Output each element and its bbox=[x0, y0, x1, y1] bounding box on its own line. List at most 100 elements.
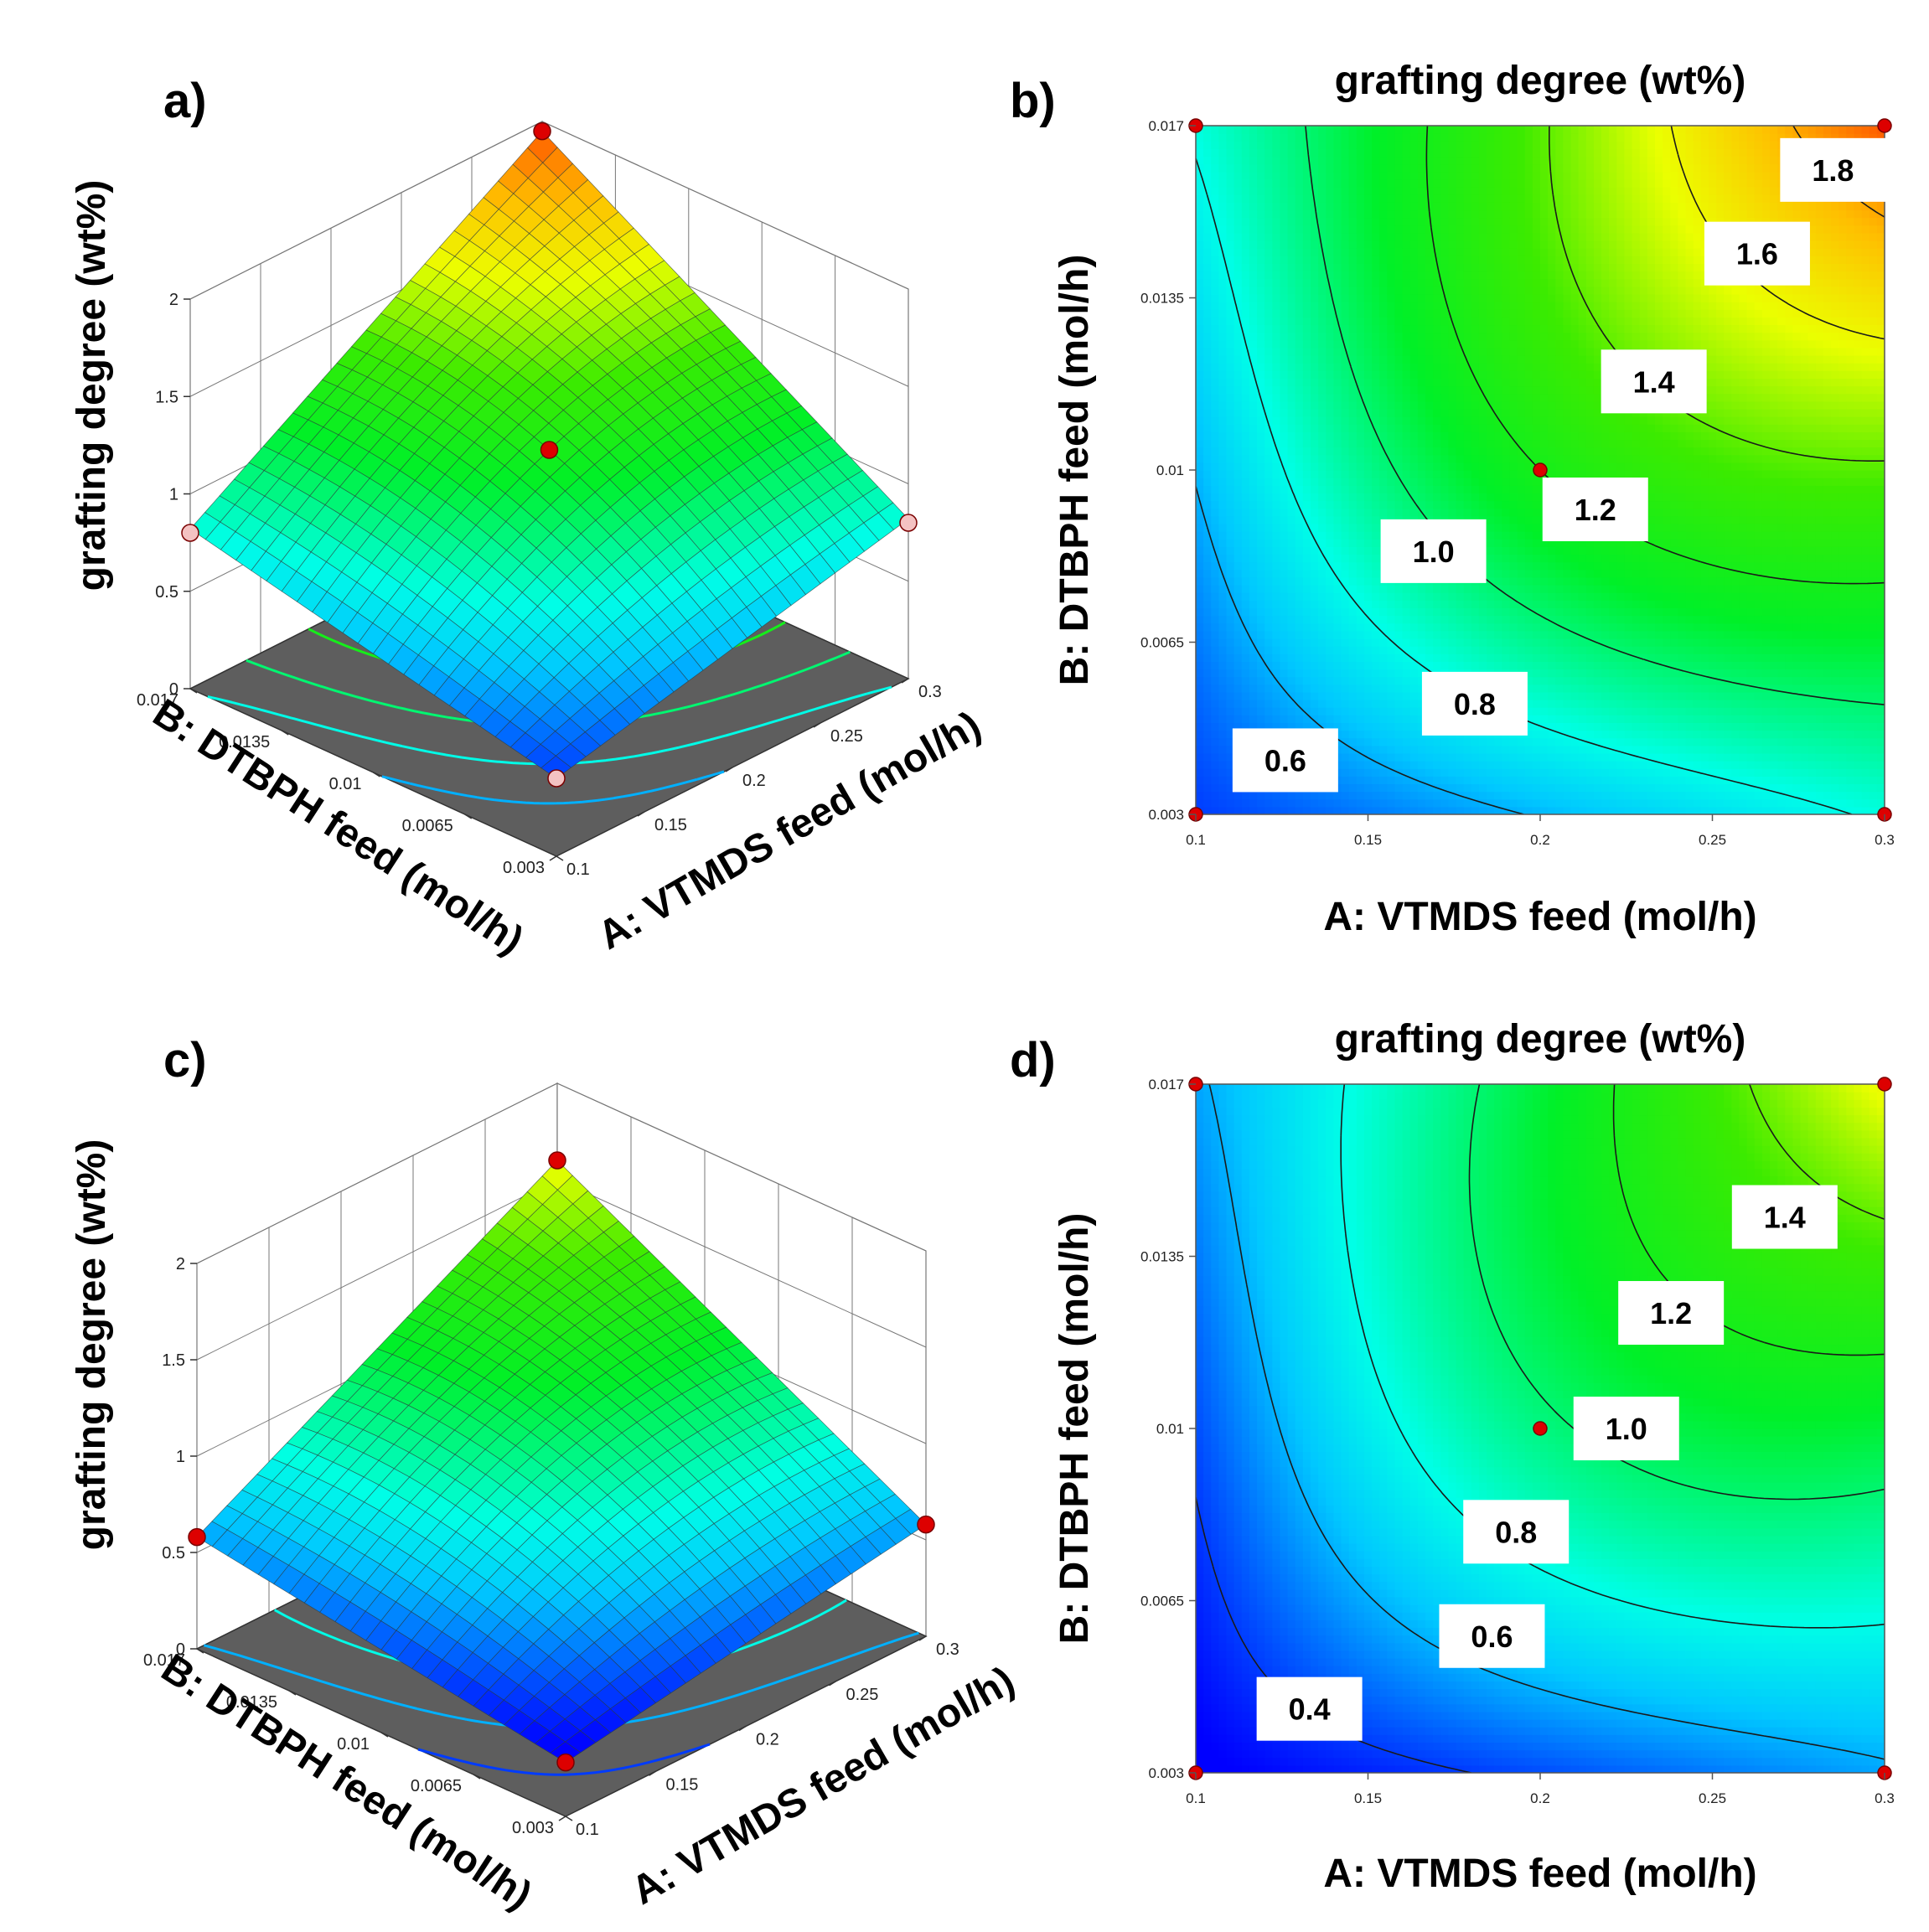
color-cell bbox=[1402, 431, 1411, 441]
color-cell bbox=[1402, 684, 1411, 693]
color-cell bbox=[1540, 607, 1549, 617]
color-cell bbox=[1517, 256, 1526, 264]
color-cell bbox=[1257, 217, 1265, 226]
color-cell bbox=[1494, 393, 1502, 402]
color-cell bbox=[1356, 806, 1365, 814]
color-cell bbox=[1326, 424, 1334, 432]
color-cell bbox=[1272, 576, 1281, 586]
color-cell bbox=[1456, 493, 1465, 502]
color-cell bbox=[1280, 194, 1289, 203]
color-cell bbox=[1333, 500, 1342, 509]
color-cell bbox=[1341, 485, 1350, 493]
color-cell bbox=[1524, 248, 1533, 256]
color-cell bbox=[1196, 531, 1204, 540]
color-cell bbox=[1280, 332, 1289, 341]
color-cell bbox=[1203, 600, 1212, 608]
color-cell bbox=[1226, 539, 1235, 547]
color-cell bbox=[1417, 761, 1426, 769]
color-cell bbox=[1409, 745, 1419, 754]
color-cell bbox=[1356, 462, 1365, 471]
color-cell bbox=[1280, 286, 1289, 295]
color-cell bbox=[1241, 317, 1250, 326]
color-cell bbox=[1356, 133, 1365, 142]
color-cell bbox=[1548, 363, 1556, 371]
color-cell bbox=[1287, 539, 1296, 547]
color-cell bbox=[1211, 745, 1219, 754]
color-cell bbox=[1372, 378, 1380, 387]
color-cell bbox=[1226, 309, 1235, 318]
color-cell bbox=[1280, 209, 1289, 219]
color-cell bbox=[1218, 600, 1228, 608]
color-cell bbox=[1295, 171, 1304, 180]
color-cell bbox=[1548, 798, 1556, 808]
color-cell bbox=[1249, 240, 1258, 249]
color-cell bbox=[1203, 493, 1212, 502]
color-cell bbox=[1394, 209, 1404, 219]
color-cell bbox=[1394, 684, 1404, 693]
color-cell bbox=[1326, 324, 1334, 333]
color-cell bbox=[1563, 669, 1572, 678]
color-cell bbox=[1302, 225, 1311, 234]
color-cell bbox=[1203, 256, 1212, 264]
color-cell bbox=[1356, 378, 1365, 387]
color-cell bbox=[1211, 317, 1219, 326]
color-cell bbox=[1363, 378, 1373, 387]
color-cell bbox=[1241, 653, 1250, 662]
color-cell bbox=[1463, 630, 1472, 639]
color-cell bbox=[1487, 194, 1495, 203]
color-cell bbox=[1326, 232, 1334, 241]
color-cell bbox=[1372, 515, 1380, 524]
color-cell bbox=[1249, 806, 1258, 814]
color-cell bbox=[1463, 225, 1472, 234]
color-cell bbox=[1387, 225, 1396, 234]
color-cell bbox=[1548, 378, 1556, 387]
color-cell bbox=[1318, 592, 1327, 601]
color-cell bbox=[1463, 424, 1472, 432]
color-cell bbox=[1196, 332, 1204, 341]
color-cell bbox=[1409, 776, 1419, 785]
color-cell bbox=[1478, 355, 1487, 364]
color-cell bbox=[1555, 171, 1564, 180]
color-cell bbox=[1341, 347, 1350, 356]
color-cell bbox=[1532, 600, 1541, 608]
color-cell bbox=[1372, 278, 1380, 287]
color-cell bbox=[1540, 737, 1549, 746]
color-cell bbox=[1417, 187, 1426, 195]
color-cell bbox=[1372, 653, 1380, 662]
color-cell bbox=[1509, 806, 1518, 814]
color-cell bbox=[1226, 691, 1235, 700]
color-cell bbox=[1417, 500, 1426, 509]
color-cell bbox=[1456, 202, 1465, 211]
color-cell bbox=[1456, 462, 1465, 471]
color-cell bbox=[1311, 806, 1319, 814]
color-cell bbox=[1233, 286, 1243, 295]
color-cell bbox=[1356, 585, 1365, 593]
color-cell bbox=[1555, 646, 1564, 654]
color-cell bbox=[1241, 661, 1250, 670]
color-cell bbox=[1456, 385, 1465, 395]
color-cell bbox=[1287, 500, 1296, 509]
color-cell bbox=[1502, 355, 1511, 364]
color-cell bbox=[1509, 776, 1518, 785]
color-cell bbox=[1502, 478, 1511, 486]
color-cell bbox=[1425, 271, 1434, 280]
color-cell bbox=[1226, 607, 1235, 617]
y-tick-mark bbox=[556, 855, 564, 861]
color-cell bbox=[1402, 339, 1411, 349]
color-cell bbox=[1348, 332, 1358, 341]
color-cell bbox=[1524, 202, 1533, 211]
color-cell bbox=[1241, 585, 1250, 593]
color-cell bbox=[1348, 217, 1358, 226]
color-cell bbox=[1348, 722, 1358, 731]
color-cell bbox=[1318, 454, 1327, 463]
color-cell bbox=[1272, 324, 1281, 333]
color-cell bbox=[1372, 707, 1380, 715]
color-cell bbox=[1555, 730, 1564, 739]
color-cell bbox=[1333, 569, 1342, 578]
x-tick-mark bbox=[813, 722, 821, 728]
color-cell bbox=[1487, 630, 1495, 639]
color-cell bbox=[1326, 439, 1334, 448]
color-cell bbox=[1417, 600, 1426, 608]
color-cell bbox=[1348, 700, 1358, 708]
